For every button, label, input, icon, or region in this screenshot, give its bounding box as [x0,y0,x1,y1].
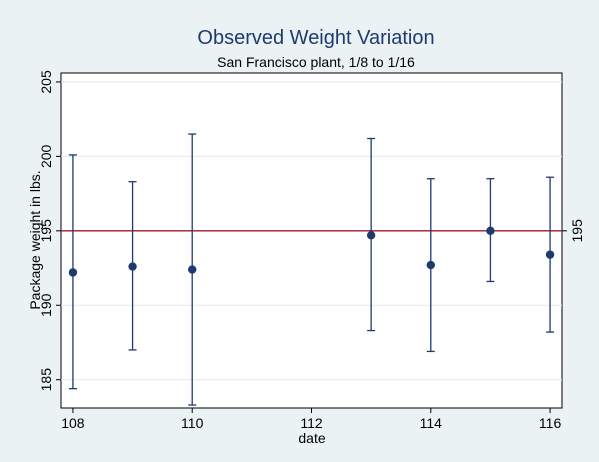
y-tick-label: 190 [38,293,54,317]
y-tick-label: 185 [38,368,54,392]
plot-area [60,72,563,409]
y-tick-label: 200 [38,144,54,168]
data-point [545,250,555,259]
reference-line-label: 195 [569,219,585,243]
x-tick-label: 114 [420,415,443,431]
chart-subtitle: San Francisco plant, 1/8 to 1/16 [217,54,415,70]
data-point [486,226,495,236]
chart-title: Observed Weight Variation [197,27,434,49]
data-point [426,260,435,270]
x-tick-label: 116 [539,415,562,431]
x-tick-label: 108 [61,415,85,431]
data-point [128,262,137,271]
y-tick-label: 195 [38,219,54,243]
x-axis-ticks: 108 110 112 114 116 [61,408,561,431]
y-axis-ticks: 185 190 195 200 205 [38,70,61,391]
data-points [68,226,555,277]
x-tick-label: 110 [181,415,204,431]
x-axis-label: date [298,430,325,446]
x-tick-label: 112 [300,415,323,431]
data-point [68,268,78,277]
y-axis-label: Package weight in lbs. [27,170,43,309]
data-point [188,265,197,274]
y-tick-label: 205 [38,70,54,94]
data-point [366,231,376,240]
